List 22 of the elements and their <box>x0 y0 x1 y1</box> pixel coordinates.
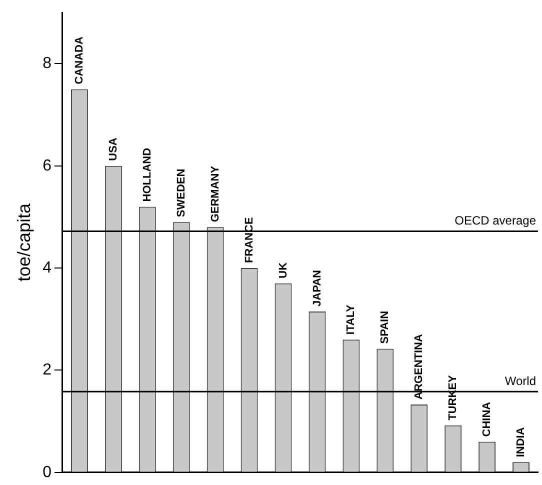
x-tick-label: SPAIN <box>379 310 392 344</box>
y-tick-label: 0 <box>42 464 52 481</box>
ref-line-label: World <box>504 374 536 388</box>
ref-line-label: OECD average <box>454 214 536 228</box>
y-axis-title: toe/capita <box>14 202 34 282</box>
y-tick-label: 8 <box>42 55 52 72</box>
x-tick-label: HOLLAND <box>141 148 154 202</box>
x-tick-label: CANADA <box>74 36 86 84</box>
x-tick-label: INDIA <box>515 427 528 458</box>
y-tick-label: 6 <box>42 157 52 174</box>
x-tick-label: JAPAN <box>311 270 324 306</box>
x-tick-label: USA <box>107 138 120 161</box>
x-tick-label: SWEDEN <box>175 168 188 218</box>
x-tick-label: TURKEY <box>447 374 460 420</box>
x-tick-label: ITALY <box>345 304 358 335</box>
y-tick-label: 4 <box>42 259 52 276</box>
x-tick-label: ARGENTINA <box>413 334 426 400</box>
x-tick-label: FRANCE <box>243 217 256 264</box>
x-tick-label: UK <box>277 262 290 278</box>
y-tick-label: 2 <box>42 362 52 379</box>
x-tick-label: CHINA <box>481 402 494 437</box>
x-tick-label: GERMANY <box>209 165 222 222</box>
